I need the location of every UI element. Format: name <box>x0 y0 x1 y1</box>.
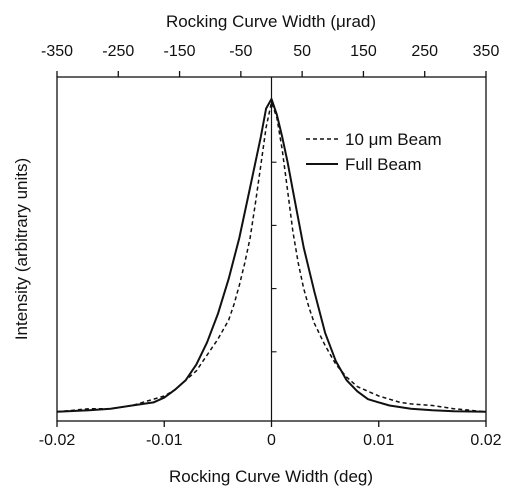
legend-label-full-beam: Full Beam <box>345 155 422 174</box>
x2-tick-label: 150 <box>350 43 377 60</box>
x2-tick-label: 250 <box>411 43 438 60</box>
legend: 10 μm Beam Full Beam <box>306 130 442 174</box>
x2-tick-label: -250 <box>102 43 134 60</box>
x2-tick-label: -350 <box>41 43 73 60</box>
series-line-full-beam <box>56 98 487 413</box>
x2-tick-label: 350 <box>473 43 500 60</box>
legend-label-10um-beam: 10 μm Beam <box>345 130 442 149</box>
x-tick-label: -0.01 <box>146 432 183 449</box>
chart-marks: -0.02 -0.01 0 0.01 0.02 -350 -250 -150 -50 50 150 2… <box>39 43 502 449</box>
x2-tick-label: -150 <box>164 43 196 60</box>
x-axis-title: Rocking Curve Width (deg) <box>169 467 373 486</box>
series-line-10um-beam <box>56 101 487 413</box>
y-axis-title: Intensity (arbitrary units) <box>12 158 31 340</box>
x2-axis-title: Rocking Curve Width (μrad) <box>166 12 376 31</box>
x-tick-label: 0 <box>267 432 276 449</box>
x2-tick-label: -50 <box>229 43 252 60</box>
x-tick-label: -0.02 <box>39 432 76 449</box>
x-tick-label: 0.02 <box>470 432 501 449</box>
x-tick-label: 0.01 <box>363 432 394 449</box>
x2-tick-label: 50 <box>293 43 311 60</box>
